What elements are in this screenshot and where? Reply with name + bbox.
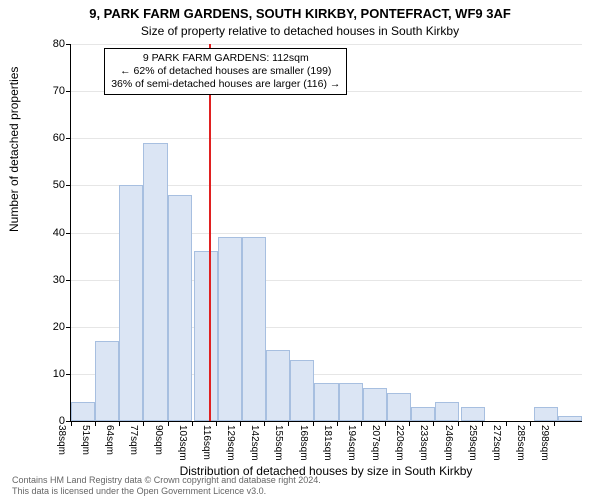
- x-tick-mark: [240, 421, 241, 426]
- histogram-bar: [143, 143, 167, 421]
- grid-line: [71, 138, 582, 139]
- y-tick-label: 60: [53, 132, 65, 144]
- y-tick-label: 20: [53, 321, 65, 333]
- chart-plot-area: 0102030405060708038sqm51sqm64sqm77sqm90s…: [70, 44, 582, 422]
- x-tick-label: 285sqm: [515, 425, 526, 461]
- histogram-bar: [363, 388, 387, 421]
- x-tick-label: 194sqm: [346, 425, 357, 461]
- x-tick-mark: [385, 421, 386, 426]
- x-tick-mark: [71, 421, 72, 426]
- histogram-bar: [387, 393, 411, 421]
- x-tick-label: 77sqm: [128, 425, 139, 455]
- x-tick-label: 220sqm: [394, 425, 405, 461]
- y-tick-mark: [66, 138, 71, 139]
- y-tick-mark: [66, 185, 71, 186]
- x-tick-label: 38sqm: [56, 425, 67, 455]
- footer-attribution: Contains HM Land Registry data © Crown c…: [12, 475, 321, 496]
- histogram-bar: [411, 407, 435, 421]
- x-tick-label: 168sqm: [298, 425, 309, 461]
- x-tick-label: 155sqm: [273, 425, 284, 461]
- x-tick-mark: [433, 421, 434, 426]
- x-tick-mark: [506, 421, 507, 426]
- chart-title-main: 9, PARK FARM GARDENS, SOUTH KIRKBY, PONT…: [0, 6, 600, 21]
- y-tick-mark: [66, 280, 71, 281]
- histogram-bar: [119, 185, 143, 421]
- x-tick-label: 298sqm: [539, 425, 550, 461]
- x-tick-label: 142sqm: [249, 425, 260, 461]
- y-tick-label: 80: [53, 38, 65, 50]
- chart-title-sub: Size of property relative to detached ho…: [0, 24, 600, 38]
- property-marker-line: [209, 44, 211, 421]
- histogram-bar: [461, 407, 485, 421]
- y-tick-mark: [66, 233, 71, 234]
- histogram-bar: [95, 341, 119, 421]
- histogram-bar: [266, 350, 290, 421]
- x-tick-mark: [361, 421, 362, 426]
- y-tick-label: 10: [53, 368, 65, 380]
- x-tick-mark: [313, 421, 314, 426]
- x-tick-mark: [337, 421, 338, 426]
- y-tick-mark: [66, 44, 71, 45]
- y-tick-label: 30: [53, 274, 65, 286]
- x-tick-mark: [119, 421, 120, 426]
- y-tick-label: 70: [53, 85, 65, 97]
- histogram-bar: [290, 360, 314, 421]
- histogram-bar: [242, 237, 266, 421]
- x-tick-label: 207sqm: [370, 425, 381, 461]
- histogram-bar: [534, 407, 558, 421]
- y-tick-mark: [66, 91, 71, 92]
- x-tick-label: 64sqm: [104, 425, 115, 455]
- x-tick-mark: [216, 421, 217, 426]
- x-tick-label: 116sqm: [201, 425, 212, 460]
- histogram-bar: [435, 402, 459, 421]
- histogram-bar: [218, 237, 242, 421]
- x-tick-label: 272sqm: [491, 425, 502, 461]
- annotation-box: 9 PARK FARM GARDENS: 112sqm← 62% of deta…: [104, 48, 347, 95]
- x-tick-label: 246sqm: [443, 425, 454, 461]
- annotation-line: ← 62% of detached houses are smaller (19…: [111, 65, 340, 78]
- x-tick-mark: [458, 421, 459, 426]
- x-tick-mark: [288, 421, 289, 426]
- x-tick-mark: [143, 421, 144, 426]
- x-tick-label: 51sqm: [80, 425, 91, 455]
- x-tick-mark: [168, 421, 169, 426]
- y-tick-mark: [66, 327, 71, 328]
- footer-line-2: This data is licensed under the Open Gov…: [12, 486, 321, 496]
- x-tick-mark: [482, 421, 483, 426]
- histogram-bar: [558, 416, 582, 421]
- x-tick-label: 259sqm: [467, 425, 478, 461]
- histogram-bar: [71, 402, 95, 421]
- footer-line-1: Contains HM Land Registry data © Crown c…: [12, 475, 321, 485]
- y-axis-label: Number of detached properties: [7, 67, 21, 232]
- x-tick-mark: [192, 421, 193, 426]
- x-tick-mark: [554, 421, 555, 426]
- x-tick-label: 129sqm: [225, 425, 236, 461]
- annotation-line: 9 PARK FARM GARDENS: 112sqm: [111, 52, 340, 65]
- y-tick-mark: [66, 374, 71, 375]
- x-tick-label: 90sqm: [153, 425, 164, 455]
- x-tick-label: 181sqm: [322, 425, 333, 461]
- x-tick-mark: [409, 421, 410, 426]
- histogram-bar: [314, 383, 338, 421]
- y-tick-label: 50: [53, 179, 65, 191]
- x-tick-label: 103sqm: [177, 425, 188, 461]
- y-tick-label: 40: [53, 227, 65, 239]
- x-tick-mark: [95, 421, 96, 426]
- annotation-line: 36% of semi-detached houses are larger (…: [111, 78, 340, 91]
- x-tick-label: 233sqm: [418, 425, 429, 461]
- histogram-bar: [194, 251, 218, 421]
- histogram-bar: [339, 383, 363, 421]
- x-tick-mark: [530, 421, 531, 426]
- x-tick-mark: [264, 421, 265, 426]
- histogram-bar: [168, 195, 192, 421]
- grid-line: [71, 44, 582, 45]
